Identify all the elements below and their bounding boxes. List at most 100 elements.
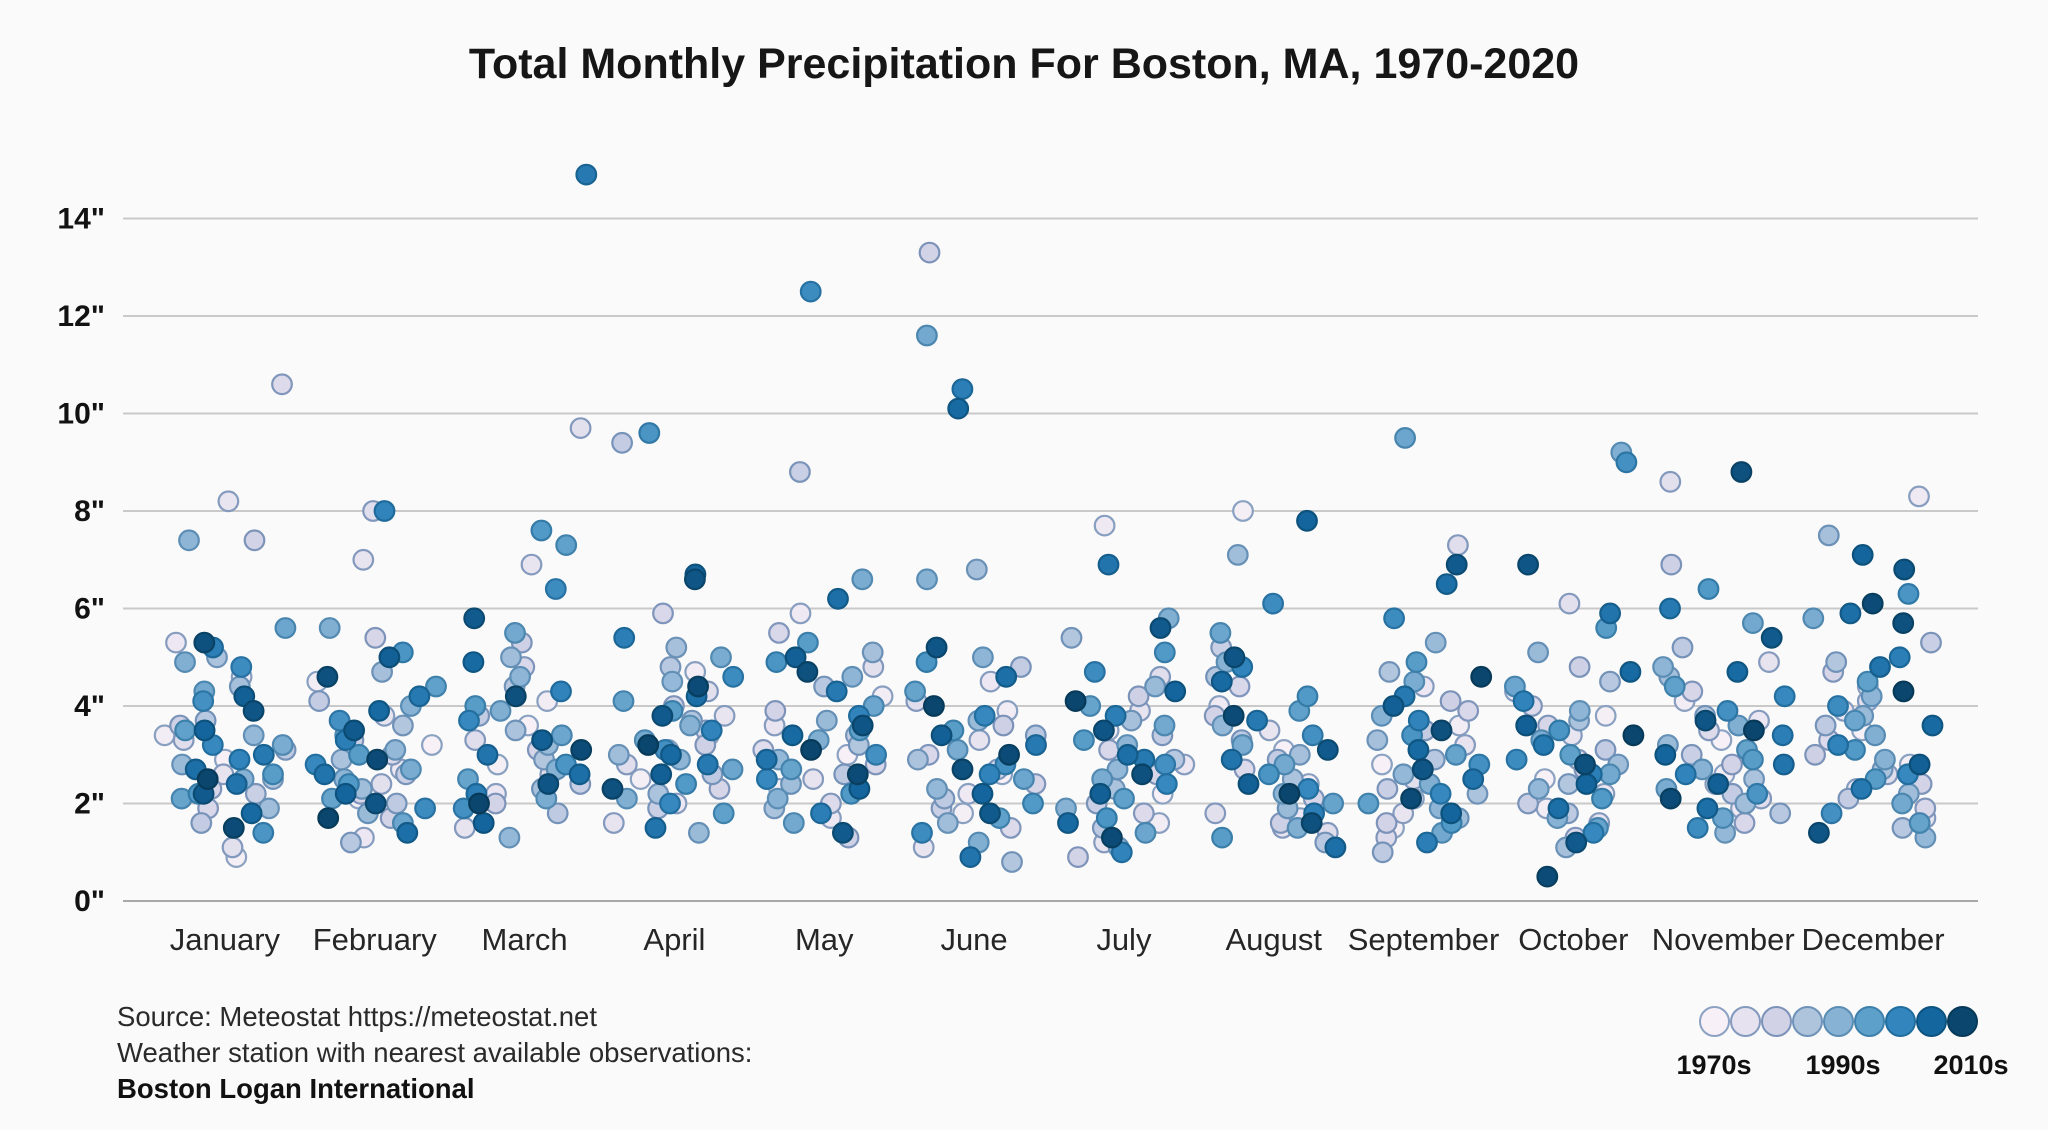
x-axis-month-label: May xyxy=(795,922,854,957)
data-point xyxy=(1149,617,1172,639)
data-point xyxy=(1599,670,1621,693)
data-point xyxy=(1908,812,1931,834)
data-point xyxy=(1439,690,1462,712)
y-axis-tick-label: 8" xyxy=(74,495,105,528)
data-point xyxy=(366,748,389,771)
data-point xyxy=(1746,782,1769,805)
x-axis-month-label: June xyxy=(940,922,1007,957)
data-point xyxy=(1083,661,1106,683)
legend-swatch xyxy=(1947,1006,1978,1037)
legend-swatch xyxy=(1854,1006,1885,1037)
data-point xyxy=(364,792,387,815)
data-point xyxy=(550,724,573,747)
data-point xyxy=(1697,578,1720,600)
data-point xyxy=(1153,641,1176,664)
data-point xyxy=(396,821,419,844)
data-point xyxy=(242,724,265,747)
data-point xyxy=(1366,729,1389,751)
data-point xyxy=(904,680,926,703)
data-point xyxy=(262,763,284,786)
legend-swatch xyxy=(1761,1006,1792,1037)
data-point xyxy=(1733,812,1756,834)
data-point xyxy=(1891,792,1914,815)
chart-title: Total Monthly Precipitation For Boston, … xyxy=(468,40,1580,88)
data-point xyxy=(861,641,884,664)
data-point xyxy=(846,763,869,786)
data-point xyxy=(1659,597,1681,620)
legend-label-row: 1970s 1990s 2010s xyxy=(1676,1050,2008,1084)
data-point xyxy=(637,734,660,756)
data-point xyxy=(1106,758,1129,781)
x-axis-month-label: August xyxy=(1225,922,1322,957)
data-point xyxy=(1568,700,1591,722)
data-point xyxy=(243,529,266,552)
data-point xyxy=(575,163,598,186)
legend-swatch xyxy=(1699,1006,1730,1037)
data-point xyxy=(782,812,805,834)
data-point xyxy=(1220,748,1243,771)
data-point xyxy=(784,646,807,669)
data-point xyxy=(781,724,804,747)
data-point xyxy=(240,802,263,825)
data-point xyxy=(688,821,710,844)
data-point xyxy=(1594,704,1617,727)
y-axis-tick-label: 12" xyxy=(57,300,105,333)
data-point xyxy=(979,802,1001,825)
data-point xyxy=(687,675,709,698)
data-point xyxy=(1760,626,1783,649)
data-point xyxy=(1164,680,1187,703)
data-point xyxy=(1430,719,1453,742)
data-point xyxy=(965,558,988,581)
x-axis-month-label: July xyxy=(1096,922,1152,957)
data-point xyxy=(1223,646,1246,669)
x-axis-month-label: December xyxy=(1802,922,1945,957)
y-axis-tick-label: 10" xyxy=(57,398,105,431)
data-point xyxy=(1257,763,1280,786)
data-point xyxy=(1013,768,1035,790)
data-point xyxy=(530,519,553,542)
data-point xyxy=(601,778,624,800)
data-point xyxy=(1444,743,1467,766)
data-point xyxy=(907,748,929,771)
data-point xyxy=(520,553,543,576)
data-point xyxy=(1557,773,1580,795)
data-point xyxy=(612,690,635,712)
data-point xyxy=(918,241,941,264)
data-point xyxy=(1711,807,1734,829)
data-point xyxy=(661,670,684,693)
data-point xyxy=(992,714,1015,737)
data-point xyxy=(1416,831,1438,854)
data-point xyxy=(408,685,431,708)
legend-swatch xyxy=(1885,1006,1916,1037)
legend-label-2010s: 2010s xyxy=(1933,1050,2009,1080)
data-point xyxy=(629,768,652,790)
data-point xyxy=(352,548,375,571)
data-point xyxy=(1382,695,1405,717)
data-point xyxy=(368,700,391,722)
data-point xyxy=(972,646,994,669)
data-point xyxy=(1394,427,1416,449)
data-point xyxy=(1378,661,1401,683)
data-point xyxy=(1400,787,1422,810)
data-point xyxy=(1375,812,1398,834)
data-point xyxy=(1154,753,1177,776)
data-point xyxy=(498,826,521,849)
data-point xyxy=(1730,461,1753,483)
data-point xyxy=(1231,734,1254,756)
data-point xyxy=(1594,739,1617,761)
data-point xyxy=(916,324,938,347)
data-point xyxy=(1659,470,1682,493)
data-point xyxy=(472,812,495,834)
data-point xyxy=(1226,544,1249,566)
data-point xyxy=(800,739,822,761)
data-point xyxy=(509,665,531,688)
data-point xyxy=(1095,807,1118,829)
data-point xyxy=(1517,792,1539,815)
data-point xyxy=(1771,724,1794,747)
data-point xyxy=(1908,753,1931,776)
data-point xyxy=(1446,534,1469,556)
data-point xyxy=(1301,724,1324,747)
data-point xyxy=(174,651,196,673)
data-point xyxy=(1273,753,1296,776)
